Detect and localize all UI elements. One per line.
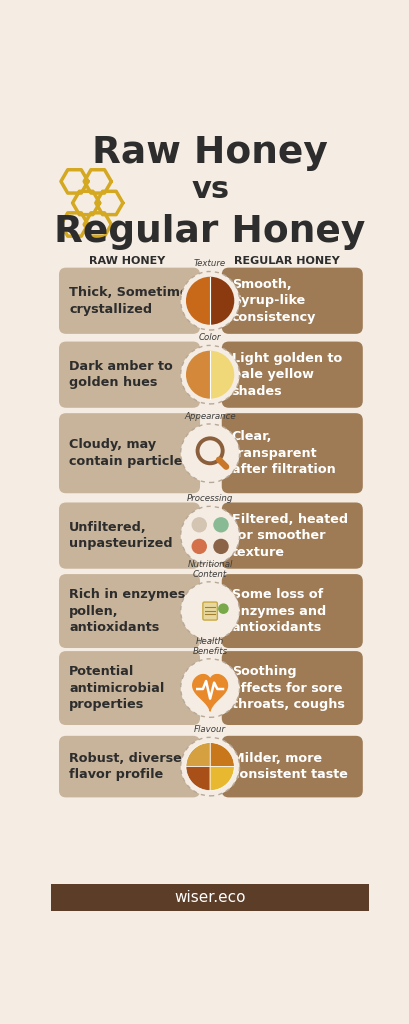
Text: Milder, more
consistent taste: Milder, more consistent taste: [231, 752, 347, 781]
Text: Texture: Texture: [193, 259, 226, 268]
Text: Dark amber to
golden hues: Dark amber to golden hues: [69, 359, 173, 389]
FancyBboxPatch shape: [221, 342, 362, 408]
Wedge shape: [210, 276, 234, 325]
Text: Color: Color: [198, 334, 221, 342]
FancyBboxPatch shape: [221, 413, 362, 494]
FancyBboxPatch shape: [221, 736, 362, 798]
Text: Rich in enzymes,
pollen,
antioxidants: Rich in enzymes, pollen, antioxidants: [69, 588, 190, 634]
Text: Thick, Sometimes
crystallized: Thick, Sometimes crystallized: [69, 286, 196, 315]
Circle shape: [180, 658, 239, 718]
Text: Smooth,
Syrup-like
consistency: Smooth, Syrup-like consistency: [231, 278, 315, 324]
Polygon shape: [192, 675, 227, 712]
Wedge shape: [210, 350, 234, 398]
Text: Potential
antimicrobial
properties: Potential antimicrobial properties: [69, 665, 164, 711]
Wedge shape: [186, 767, 210, 791]
Wedge shape: [186, 350, 210, 398]
Text: Soothing
effects for sore
throats, coughs: Soothing effects for sore throats, cough…: [231, 665, 344, 711]
Text: Flavour: Flavour: [193, 725, 226, 734]
Circle shape: [180, 345, 239, 403]
Wedge shape: [210, 767, 234, 791]
Circle shape: [180, 424, 239, 482]
Text: Processing: Processing: [187, 495, 233, 503]
Text: Clear,
transparent
after filtration: Clear, transparent after filtration: [231, 430, 335, 476]
FancyBboxPatch shape: [202, 602, 217, 621]
Wedge shape: [186, 742, 210, 767]
Text: Regular Honey: Regular Honey: [54, 214, 365, 250]
Text: Nutritional
Content: Nutritional Content: [187, 560, 232, 579]
FancyBboxPatch shape: [59, 413, 200, 494]
FancyBboxPatch shape: [221, 267, 362, 334]
Text: Filtered, heated
for smoother
texture: Filtered, heated for smoother texture: [231, 513, 347, 559]
Text: Robust, diverse
flavor profile: Robust, diverse flavor profile: [69, 752, 181, 781]
FancyBboxPatch shape: [59, 651, 200, 725]
Circle shape: [213, 539, 228, 554]
FancyBboxPatch shape: [51, 885, 368, 911]
FancyBboxPatch shape: [59, 736, 200, 798]
Text: RAW HONEY: RAW HONEY: [89, 256, 165, 265]
FancyBboxPatch shape: [221, 574, 362, 648]
Circle shape: [180, 506, 239, 565]
Circle shape: [180, 737, 239, 796]
FancyBboxPatch shape: [59, 267, 200, 334]
Wedge shape: [186, 276, 210, 325]
Text: wiser.eco: wiser.eco: [174, 891, 245, 905]
Text: Health
Benefits: Health Benefits: [192, 637, 227, 655]
Text: Some loss of
enzymes and
antioxidants: Some loss of enzymes and antioxidants: [231, 588, 325, 634]
Text: Cloudy, may
contain particles: Cloudy, may contain particles: [69, 438, 190, 468]
FancyBboxPatch shape: [59, 503, 200, 568]
Circle shape: [218, 603, 228, 614]
Circle shape: [180, 271, 239, 330]
Circle shape: [191, 517, 207, 532]
Text: Light golden to
pale yellow
shades: Light golden to pale yellow shades: [231, 351, 341, 397]
Text: REGULAR HONEY: REGULAR HONEY: [233, 256, 338, 265]
FancyBboxPatch shape: [59, 342, 200, 408]
Circle shape: [213, 517, 228, 532]
FancyBboxPatch shape: [221, 503, 362, 568]
Circle shape: [191, 539, 207, 554]
Text: Raw Honey: Raw Honey: [92, 135, 327, 171]
Text: Appearance: Appearance: [184, 412, 235, 421]
Circle shape: [180, 582, 239, 640]
Text: Unfiltered,
unpasteurized: Unfiltered, unpasteurized: [69, 521, 172, 550]
Text: vs: vs: [191, 175, 229, 204]
FancyBboxPatch shape: [59, 574, 200, 648]
FancyBboxPatch shape: [221, 651, 362, 725]
Wedge shape: [210, 742, 234, 767]
